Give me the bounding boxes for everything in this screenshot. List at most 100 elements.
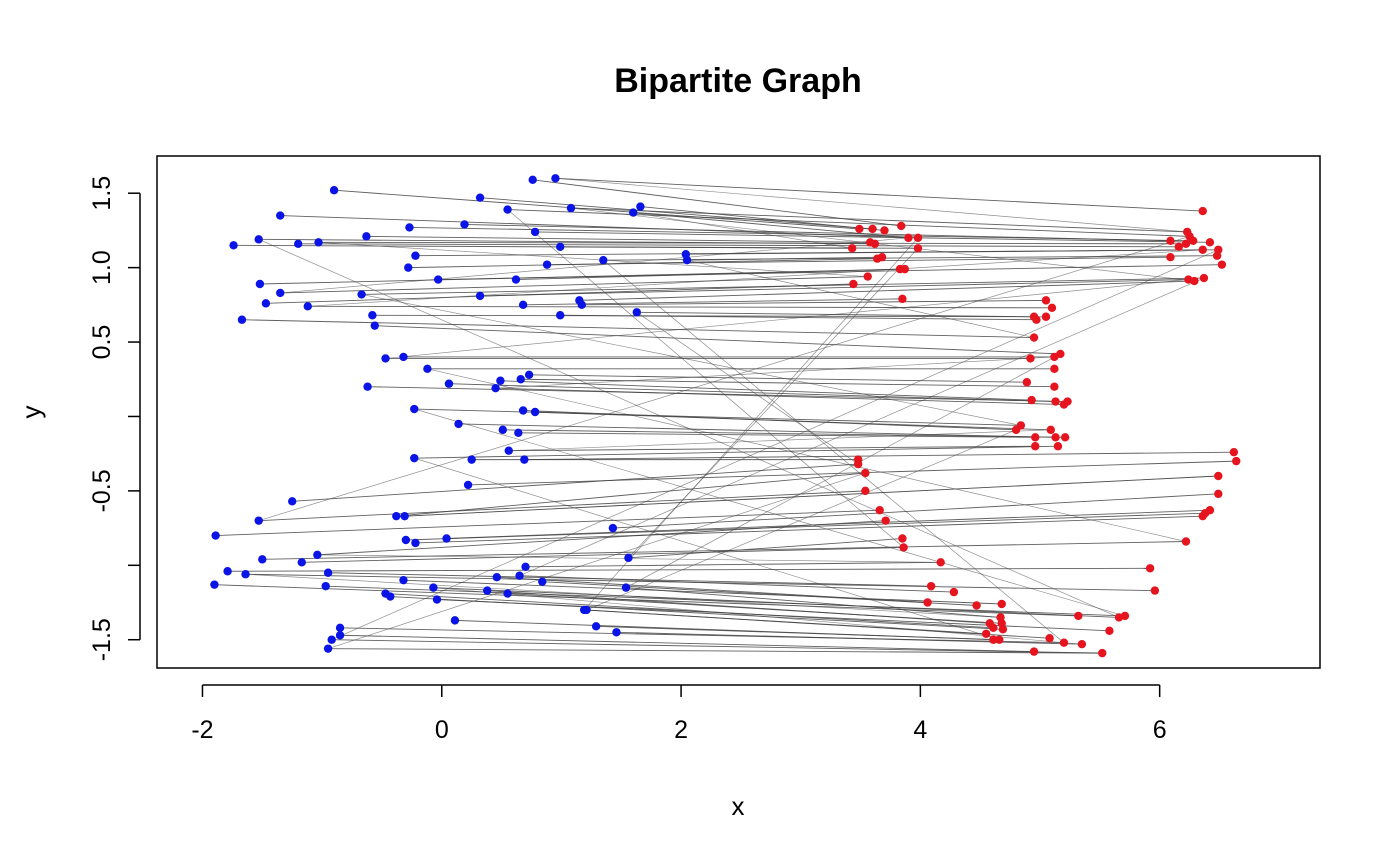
left-node-point <box>411 251 420 260</box>
left-node-point <box>258 555 267 564</box>
left-node-point <box>444 379 454 388</box>
right-node-point <box>1051 397 1060 406</box>
right-node-point <box>1016 421 1026 430</box>
y-axis: -1.5 -0.5 0.5 1.0 1.5 <box>88 176 141 661</box>
edge-line <box>507 593 1002 624</box>
left-node-point <box>496 376 505 385</box>
edge-line <box>433 587 1082 645</box>
left-node-point <box>381 354 390 363</box>
edge-line <box>508 445 1036 452</box>
right-node-point <box>881 516 890 525</box>
left-node-point <box>454 419 463 429</box>
right-node-point <box>1032 315 1041 324</box>
left-node-point <box>450 616 460 625</box>
x-tick-label: 6 <box>1153 716 1167 744</box>
left-node-point <box>432 595 442 604</box>
right-node-point <box>880 226 889 235</box>
right-node-point <box>913 244 923 253</box>
edge-line <box>415 249 1219 257</box>
edge-line <box>328 648 1103 654</box>
right-node-point <box>1212 251 1222 260</box>
left-node-point <box>442 534 451 543</box>
right-node-point <box>936 558 945 567</box>
edge-line <box>280 276 868 294</box>
right-node-point <box>1214 489 1223 499</box>
right-node-point <box>853 459 863 469</box>
right-node-point <box>1047 303 1057 313</box>
right-node-point <box>868 224 877 234</box>
right-node-point <box>1166 253 1175 262</box>
edge-line <box>542 581 977 606</box>
edge-line <box>500 380 1032 401</box>
left-node-point <box>530 407 540 417</box>
right-node-point <box>1188 236 1198 246</box>
edge-line <box>586 429 1017 611</box>
right-node-point <box>1205 238 1215 247</box>
right-node-point <box>923 598 932 607</box>
x-tick-label: 4 <box>913 716 927 744</box>
left-node-point <box>591 622 601 631</box>
edge-line <box>427 368 1187 542</box>
edge-line <box>258 239 1120 618</box>
right-node-point <box>1027 395 1036 405</box>
right-node-point <box>981 629 991 638</box>
right-node-point <box>1114 613 1124 622</box>
edge-line <box>414 408 1126 617</box>
edge-line <box>535 231 1210 243</box>
right-node-point <box>1053 442 1063 451</box>
edge-line <box>317 520 886 556</box>
right-node-point <box>1174 242 1184 251</box>
left-node-point <box>599 255 608 265</box>
edge-line <box>596 625 1000 641</box>
edge-line <box>502 429 1066 438</box>
edge-line <box>307 249 1203 307</box>
right-node-point <box>1050 382 1059 391</box>
left-node-point <box>492 573 502 582</box>
right-node-point <box>1166 236 1175 246</box>
edge-line <box>507 209 904 548</box>
right-node-point <box>1046 425 1055 435</box>
left-node-point <box>276 288 285 298</box>
left-node-point <box>524 370 534 379</box>
edge-line <box>519 575 954 593</box>
right-node-point <box>1098 648 1107 658</box>
right-node-point <box>998 625 1008 634</box>
edge-line <box>436 599 1110 632</box>
left-node-point <box>401 535 411 545</box>
left-node-point <box>582 605 591 615</box>
left-node-point <box>608 523 618 533</box>
left-node-point <box>255 279 265 289</box>
left-node-point <box>528 175 537 185</box>
edge-line <box>404 475 1219 517</box>
edge-line <box>409 226 1194 242</box>
edge-line <box>628 538 903 559</box>
left-node-point <box>303 302 312 311</box>
left-node-point <box>514 428 523 438</box>
right-node-point <box>849 279 858 289</box>
left-node-point <box>411 538 420 548</box>
edge-line <box>529 374 1027 383</box>
left-node-point <box>241 570 250 579</box>
right-node-point <box>989 635 998 644</box>
left-node-point <box>313 550 322 560</box>
right-node-point <box>897 221 906 231</box>
left-node-point <box>229 241 238 250</box>
right-node-point <box>1060 433 1070 442</box>
x-axis-label: x <box>732 791 745 821</box>
y-tick-label: 1.0 <box>88 250 116 285</box>
left-node-point <box>632 308 641 317</box>
edge-line <box>616 631 1082 645</box>
edge-line <box>480 197 873 230</box>
right-node-point <box>989 623 998 633</box>
edge-line <box>215 509 880 536</box>
right-node-point <box>1145 564 1155 573</box>
left-node-point <box>357 290 366 299</box>
left-node-point <box>386 592 395 601</box>
right-node-point <box>873 254 882 263</box>
left-node-point <box>612 628 621 637</box>
left-node-point <box>323 644 333 653</box>
edge-line <box>366 235 871 243</box>
edge-line <box>570 207 1188 233</box>
right-node-point <box>1232 456 1241 466</box>
